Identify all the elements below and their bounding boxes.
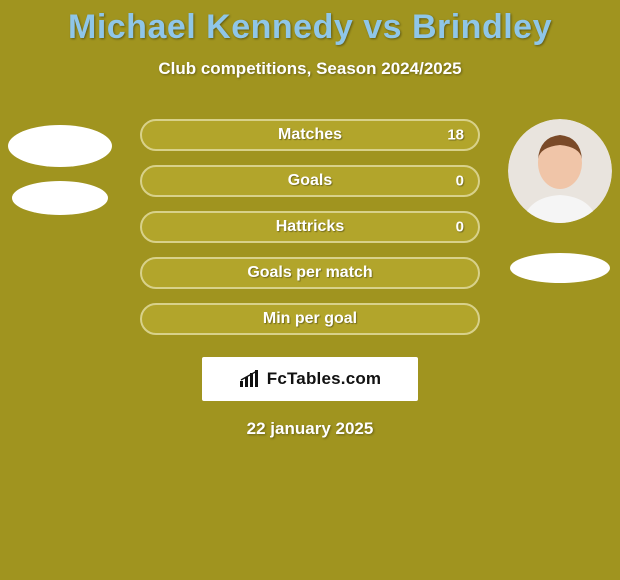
stat-row-min-per-goal: Min per goal [140,303,480,335]
player-left-name-placeholder [12,181,108,215]
player-right-column [500,119,620,283]
stat-row-matches: Matches 18 [140,119,480,151]
stat-value-right: 0 [456,173,464,190]
player-left-column [0,119,120,215]
stat-row-goals: Goals 0 [140,165,480,197]
player-right-name-placeholder [510,253,610,283]
bars-icon [239,370,261,388]
stat-value-right: 18 [447,127,464,144]
stat-label: Goals per match [247,264,372,282]
avatar-icon [508,119,612,223]
comparison-area: Matches 18 Goals 0 Hattricks 0 Goals per… [0,119,620,335]
player-left-avatar-placeholder [8,125,112,167]
brand-box: FcTables.com [202,357,418,401]
footer-date: 22 january 2025 [0,419,620,439]
stat-label: Hattricks [276,218,344,236]
brand-text: FcTables.com [267,369,382,389]
player-right-avatar [508,119,612,223]
stats-rows: Matches 18 Goals 0 Hattricks 0 Goals per… [140,119,480,335]
stat-row-goals-per-match: Goals per match [140,257,480,289]
page-subtitle: Club competitions, Season 2024/2025 [0,59,620,79]
stat-label: Min per goal [263,310,357,328]
stat-value-right: 0 [456,219,464,236]
card: Michael Kennedy vs Brindley Club competi… [0,0,620,580]
page-title: Michael Kennedy vs Brindley [0,8,620,47]
stat-label: Matches [278,126,342,144]
stat-row-hattricks: Hattricks 0 [140,211,480,243]
stat-label: Goals [288,172,332,190]
